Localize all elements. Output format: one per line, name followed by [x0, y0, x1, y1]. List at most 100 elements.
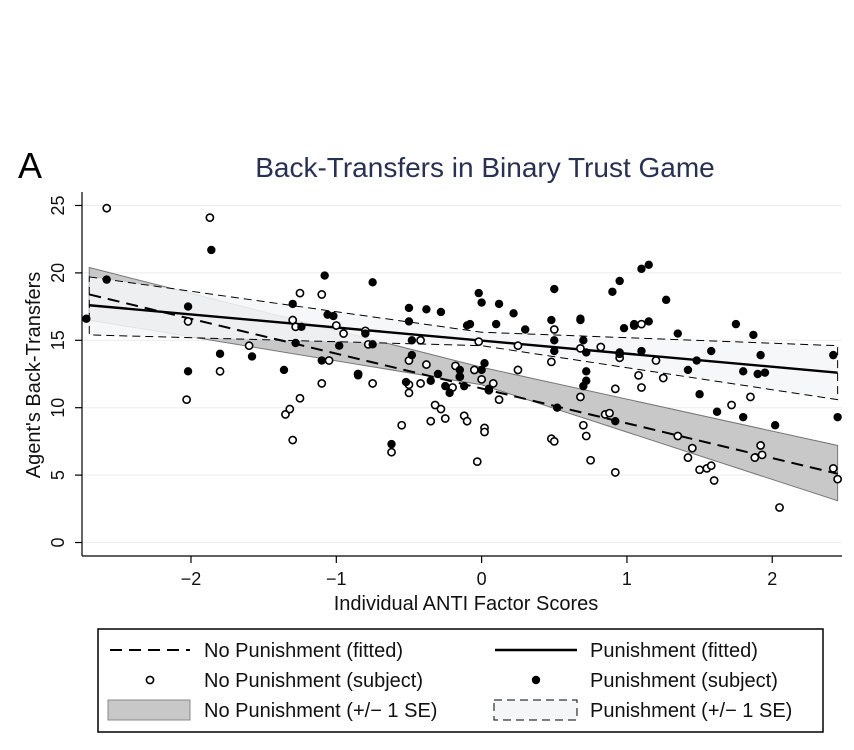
- point-no-punishment-80: [746, 392, 755, 402]
- point-no-punishment-12: [295, 393, 305, 403]
- point-no-punishment-30: [430, 400, 440, 410]
- point-no-punishment-84: [775, 503, 784, 512]
- point-punishment-82: [829, 350, 838, 360]
- point-punishment-56: [579, 381, 588, 391]
- point-no-punishment-6: [182, 395, 192, 405]
- gridlines: [82, 204, 842, 544]
- point-punishment-30: [441, 381, 450, 391]
- point-punishment-21: [401, 377, 411, 387]
- point-punishment-72: [695, 390, 704, 399]
- point-punishment-84: [738, 412, 748, 422]
- point-no-punishment-9: [244, 341, 254, 351]
- point-no-punishment-73: [695, 465, 704, 475]
- point-punishment-1: [102, 275, 111, 284]
- point-no-punishment-3: [317, 290, 327, 299]
- point-punishment-48: [550, 336, 559, 345]
- point-no-punishment-43: [488, 379, 498, 388]
- point-no-punishment-53: [549, 437, 559, 446]
- point-no-punishment-69: [651, 356, 661, 365]
- point-punishment-20: [387, 439, 396, 449]
- y-tick-label-10: 10: [48, 398, 68, 418]
- point-no-punishment-45: [480, 427, 489, 437]
- point-punishment-42: [491, 319, 501, 329]
- point-punishment-39: [480, 359, 489, 368]
- point-punishment-46: [547, 315, 556, 325]
- point-no-punishment-28: [404, 388, 414, 398]
- point-punishment-9: [291, 338, 300, 348]
- point-no-punishment-66: [637, 319, 646, 329]
- legend: No Punishment (fitted) Punishment (fitte…: [97, 628, 824, 733]
- point-punishment-76: [738, 367, 748, 376]
- point-punishment-59: [615, 276, 624, 286]
- point-no-punishment-5: [215, 366, 225, 376]
- point-punishment-31: [445, 388, 454, 398]
- point-punishment-60: [619, 323, 629, 333]
- legend-label-no-punish-subject: No Punishment (subject): [204, 670, 423, 692]
- legend-key-no-punish-band: [107, 699, 191, 721]
- point-punishment-40: [477, 365, 486, 375]
- point-no-punishment-77: [683, 453, 693, 462]
- point-no-punishment-0: [102, 203, 112, 213]
- point-no-punishment-39: [469, 365, 479, 375]
- point-no-punishment-61: [605, 408, 614, 418]
- point-no-punishment-51: [546, 357, 556, 367]
- point-punishment-29: [433, 369, 443, 379]
- y-tick-label-5: 5: [48, 470, 68, 480]
- point-punishment-61: [615, 348, 624, 357]
- point-punishment-28: [426, 376, 435, 385]
- fitted-line-punishment: [89, 304, 838, 374]
- x-tick-label-0: 0: [477, 569, 487, 589]
- point-no-punishment-79: [727, 400, 736, 410]
- point-no-punishment-86: [833, 474, 843, 484]
- point-punishment-58: [608, 287, 617, 296]
- point-punishment-36: [465, 319, 475, 329]
- point-punishment-52: [576, 315, 585, 325]
- point-no-punishment-40: [474, 337, 484, 347]
- point-punishment-23: [404, 317, 414, 326]
- point-no-punishment-26: [421, 360, 431, 369]
- point-punishment-25: [407, 350, 417, 360]
- point-punishment-4: [215, 349, 225, 358]
- point-punishment-73: [707, 346, 716, 356]
- point-no-punishment-62: [610, 384, 620, 394]
- point-punishment-44: [509, 309, 518, 318]
- point-no-punishment-75: [709, 476, 719, 485]
- legend-label-punish-fitted: Punishment (fitted): [590, 640, 758, 662]
- point-punishment-65: [644, 260, 653, 269]
- point-no-punishment-67: [634, 370, 643, 380]
- point-no-punishment-23: [397, 420, 407, 430]
- y-axis-label: Agent's Back-Transfers: [23, 272, 45, 478]
- point-punishment-27: [436, 307, 446, 317]
- point-punishment-2: [207, 245, 216, 255]
- point-no-punishment-33: [426, 416, 436, 426]
- point-no-punishment-71: [673, 431, 683, 441]
- point-punishment-53: [579, 336, 588, 345]
- point-punishment-66: [644, 317, 653, 326]
- chart-title: Back-Transfers in Binary Trust Game: [255, 152, 715, 183]
- point-no-punishment-78: [610, 468, 620, 477]
- legend-box: [97, 628, 824, 733]
- point-punishment-6: [247, 352, 257, 361]
- point-punishment-18: [368, 340, 377, 349]
- legend-label-punish-band: Punishment (+/− 1 SE): [590, 700, 792, 722]
- point-punishment-5: [183, 367, 193, 376]
- point-punishment-33: [455, 372, 465, 381]
- x-tick-label-2: 2: [767, 569, 777, 589]
- point-punishment-70: [683, 365, 693, 375]
- point-no-punishment-41: [477, 374, 487, 384]
- legend-key-punish-band: [493, 699, 578, 721]
- point-no-punishment-1: [205, 213, 215, 223]
- point-no-punishment-22: [387, 447, 396, 457]
- point-no-punishment-16: [339, 329, 348, 338]
- legend-label-no-punish-fitted: No Punishment (fitted): [204, 640, 403, 662]
- point-punishment-67: [637, 346, 646, 356]
- point-punishment-15: [317, 356, 326, 365]
- point-punishment-81: [770, 421, 780, 430]
- point-punishment-16: [361, 329, 370, 338]
- point-punishment-43: [494, 299, 504, 309]
- point-no-punishment-13: [288, 435, 298, 445]
- point-no-punishment-70: [658, 373, 668, 383]
- point-punishment-78: [753, 369, 762, 379]
- point-no-punishment-2: [295, 288, 305, 298]
- point-no-punishment-32: [440, 414, 450, 423]
